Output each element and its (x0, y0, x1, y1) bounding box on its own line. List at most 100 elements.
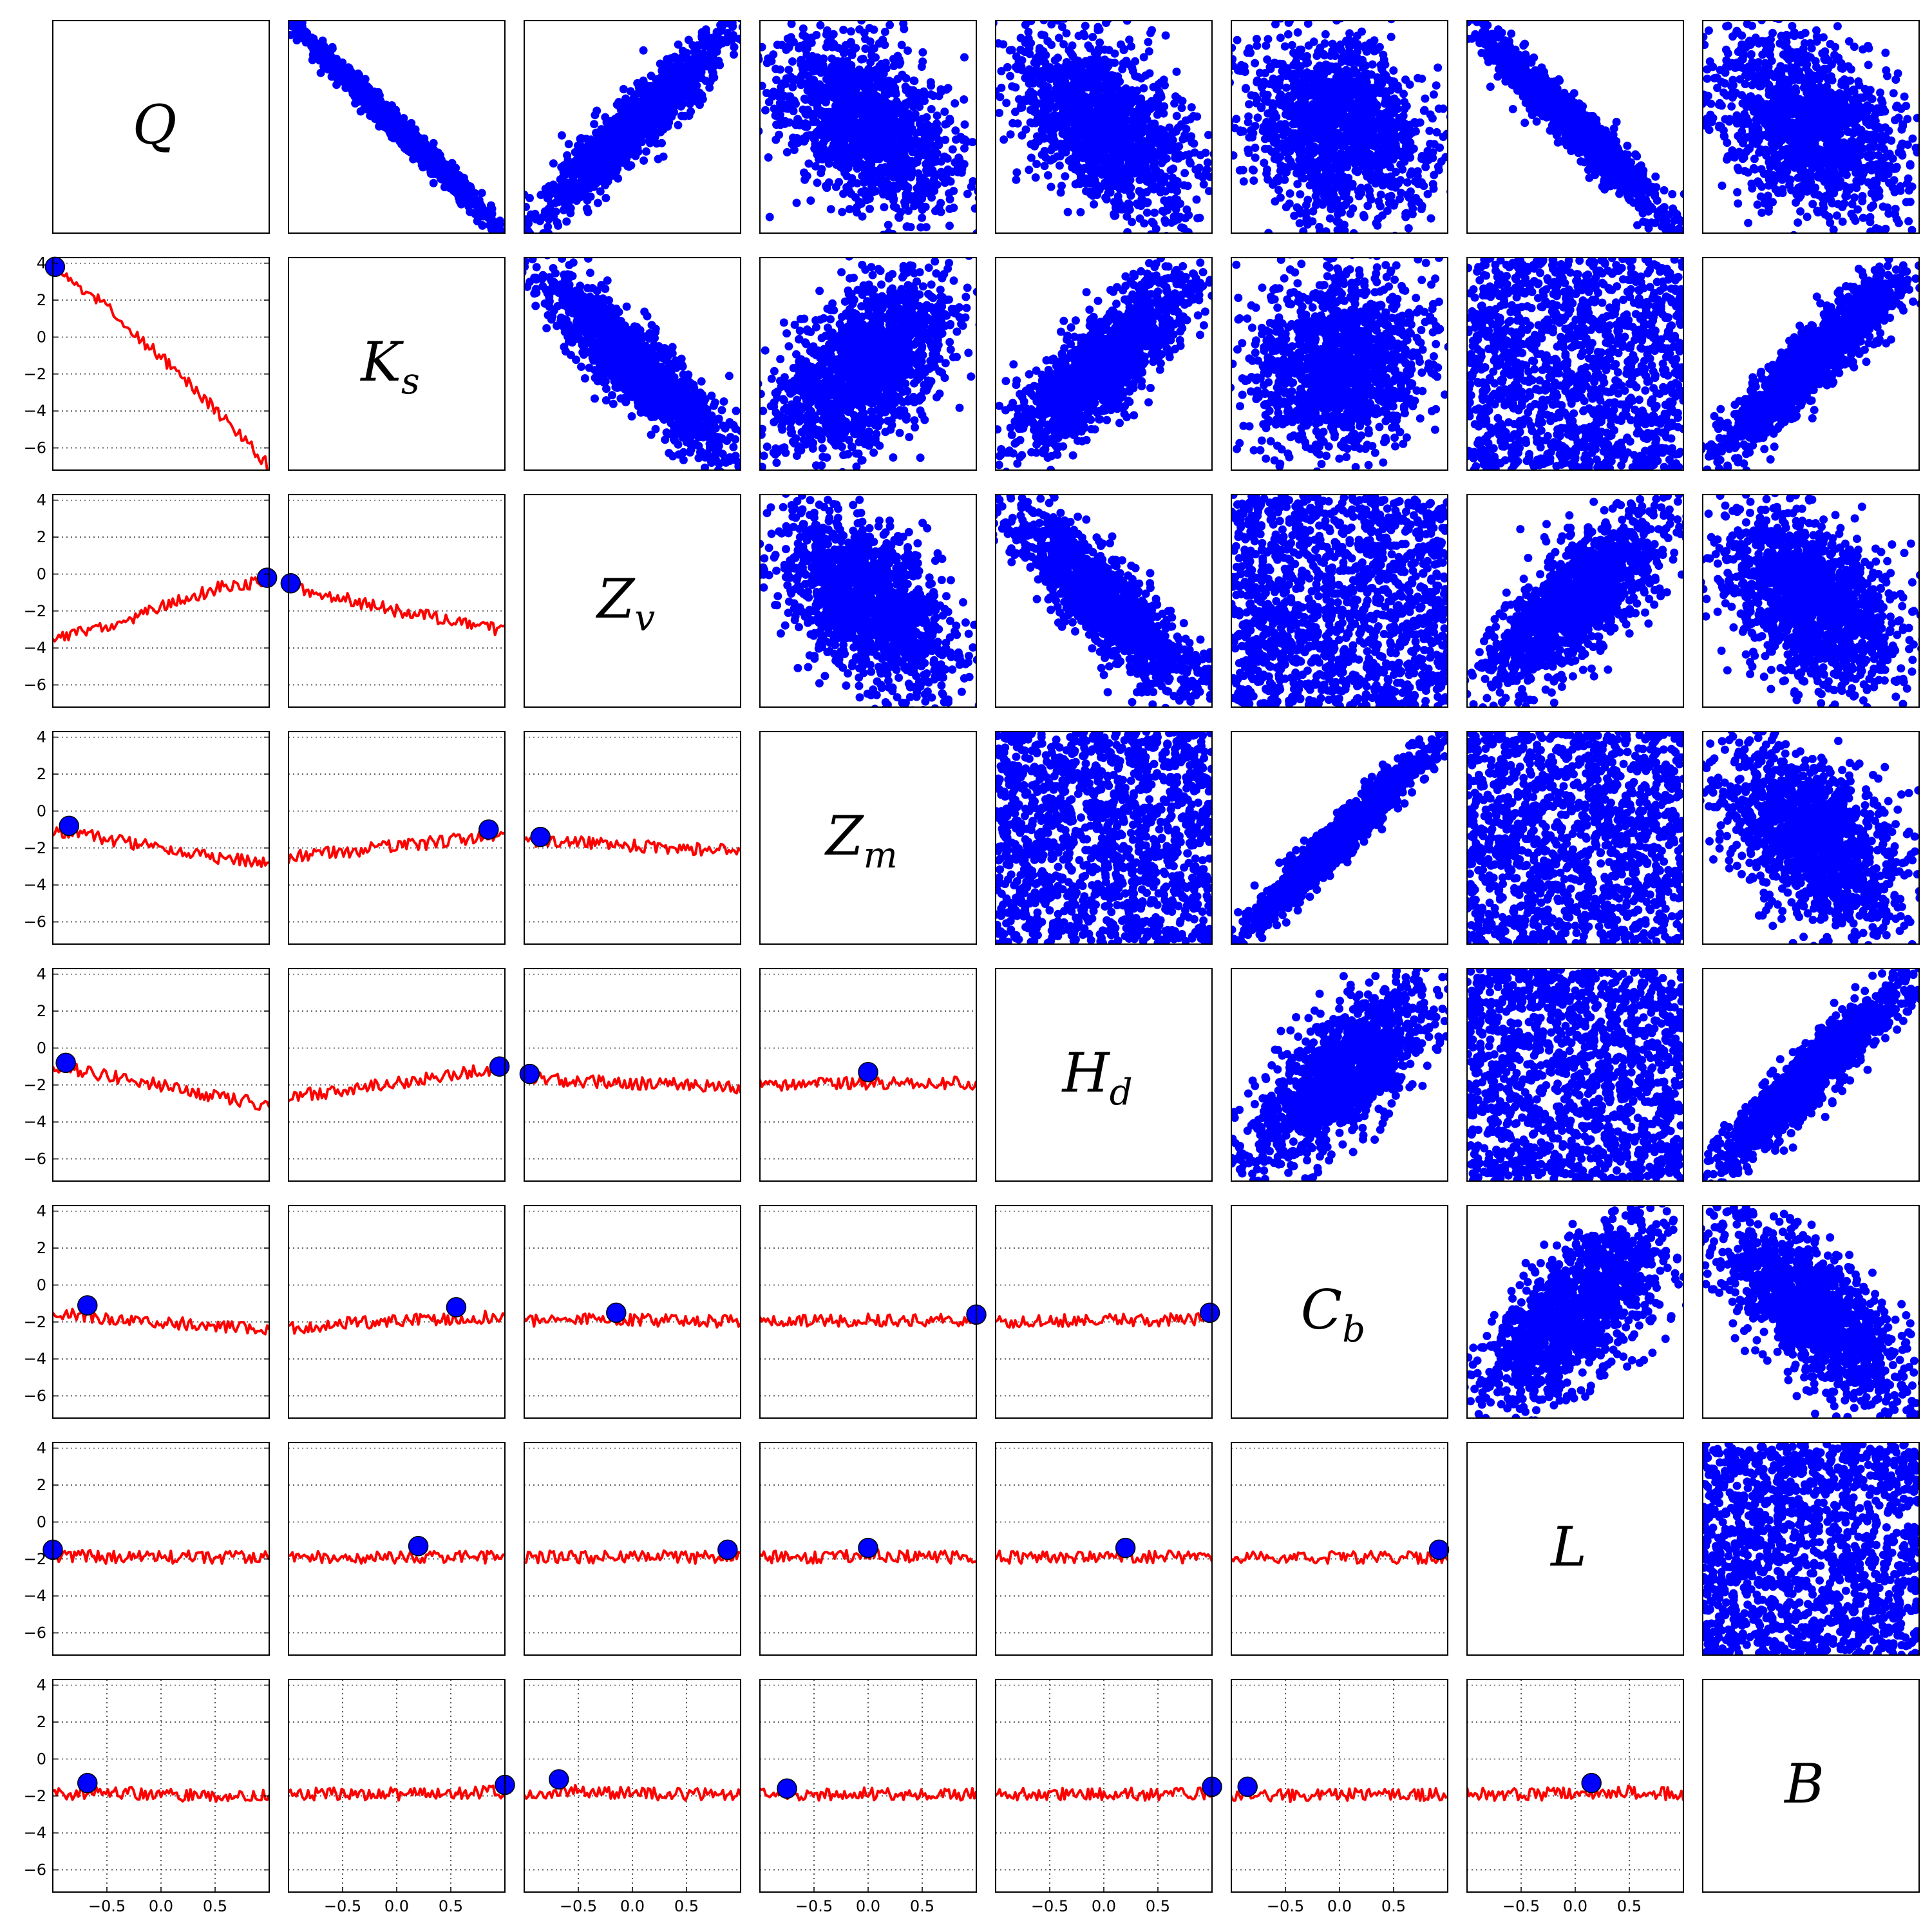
scatter-point (880, 28, 889, 36)
scatter-point (703, 53, 712, 62)
scatter-point (996, 93, 1005, 102)
scatter-point (571, 147, 580, 156)
scatter-point (897, 108, 906, 117)
scatter-point (772, 135, 781, 144)
scatter-point (929, 91, 938, 100)
scatter-point (692, 47, 701, 56)
scatter-point (447, 168, 456, 177)
scatter-point (578, 142, 587, 151)
scatter-point (917, 62, 926, 71)
scatter-point (936, 85, 945, 94)
scatter-point (784, 66, 793, 74)
scatter-point (440, 183, 449, 191)
scatter-point (611, 130, 620, 139)
scatter-point (631, 146, 640, 155)
scatter-point (799, 31, 808, 40)
scatter-point (1150, 208, 1159, 217)
scatter-point (557, 131, 566, 140)
scatter-point (875, 39, 884, 48)
scatter-point (554, 193, 563, 202)
scatter-point (603, 175, 612, 184)
scatter-point (471, 210, 480, 218)
scatter-point (776, 105, 785, 114)
scatter-point (628, 115, 637, 124)
scatter-point (524, 214, 528, 223)
scatter-point (972, 229, 976, 233)
scatter-point (782, 45, 791, 54)
scatter-point (715, 61, 724, 70)
scatter-point (699, 41, 708, 49)
scatter-point (936, 207, 945, 216)
scatter-point (884, 113, 893, 122)
scatter-point (1030, 138, 1039, 147)
scatter-point (797, 71, 806, 80)
scatter-point (316, 68, 325, 77)
scatter-point (927, 105, 936, 113)
scatter-point (549, 159, 558, 168)
scatter-point (842, 172, 851, 180)
scatter-point (469, 198, 478, 207)
scatter-point (592, 106, 601, 115)
scatter-point (544, 229, 553, 233)
scatter-point (1003, 62, 1012, 71)
panel-frame (52, 20, 270, 234)
scatter-point (595, 130, 604, 139)
scatter-point (1012, 175, 1021, 184)
scatter-point (654, 155, 663, 164)
scatter-point (802, 110, 811, 119)
scatter-point (845, 81, 854, 90)
scatter-point (1024, 28, 1033, 37)
scatter-point (681, 92, 690, 101)
scatter-point (911, 137, 920, 146)
scatter-point (723, 28, 732, 37)
scatter-point (954, 153, 963, 162)
scatter-point (851, 193, 860, 202)
scatter-point (869, 111, 878, 120)
panel-r0-c1 (288, 20, 506, 234)
scatter-point (903, 222, 912, 231)
scatter-point (558, 173, 567, 182)
scatter-point (309, 39, 318, 48)
scatter-point (789, 77, 798, 86)
scatter-point (762, 88, 771, 97)
scatter-point (544, 222, 553, 231)
scatter-point (864, 137, 873, 146)
scatter-point (811, 88, 820, 97)
scatter-point (866, 37, 875, 46)
scatter-point (612, 137, 621, 146)
scatter-point (638, 138, 647, 146)
scatter-point (1160, 102, 1169, 111)
scatter-point (620, 106, 629, 115)
scatter-point (455, 191, 464, 200)
scatter-point (649, 105, 658, 114)
scatter-point (328, 43, 337, 52)
scatter-point (678, 70, 687, 79)
scatter-point (813, 178, 822, 187)
scatter-point (684, 35, 693, 44)
scatter-point (913, 88, 922, 97)
scatter-point (737, 36, 741, 44)
scatter-point (960, 95, 969, 104)
scatter-point (761, 106, 770, 115)
scatter-point (728, 35, 737, 44)
scatter-point (937, 167, 945, 176)
scatter-point (971, 204, 976, 213)
scatter-point (921, 202, 930, 211)
scatter-point (927, 81, 936, 90)
scatter-point (692, 53, 701, 62)
scatter-point (858, 54, 867, 63)
panel-r0-c0: Q (52, 20, 270, 234)
scatter-point (383, 116, 392, 125)
scatter-point (844, 125, 853, 134)
panel-frame (759, 20, 977, 234)
scatter-point (800, 122, 810, 131)
scatter-point (804, 63, 813, 72)
scatter-point (804, 159, 813, 168)
scatter-point (919, 136, 928, 145)
scatter-point (760, 43, 766, 52)
scatter-point (811, 140, 820, 149)
scatter-point (437, 164, 446, 173)
scatter-point (866, 204, 874, 213)
scatter-point (838, 207, 847, 216)
scatter-points (996, 21, 1212, 233)
